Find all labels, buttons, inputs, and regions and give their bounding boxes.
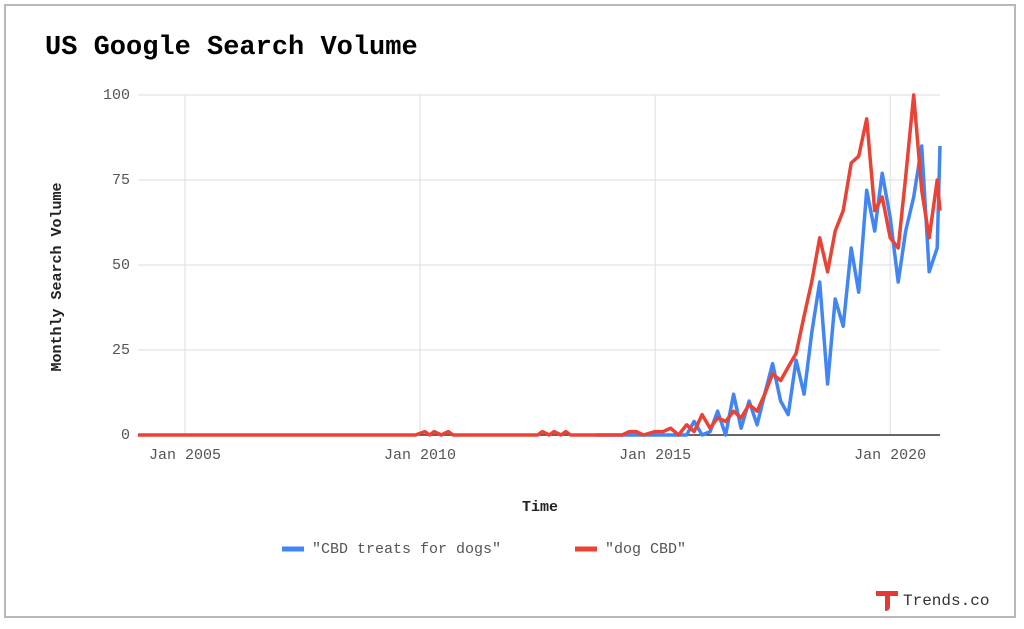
legend-label: "CBD treats for dogs" xyxy=(312,541,501,558)
x-tick-label: Jan 2015 xyxy=(619,447,691,464)
y-axis-label: Monthly Search Volume xyxy=(49,182,66,371)
chart-title: US Google Search Volume xyxy=(45,33,418,63)
y-tick-label: 25 xyxy=(112,342,130,359)
x-tick-label: Jan 2010 xyxy=(384,447,456,464)
frame xyxy=(4,4,1016,618)
x-tick-label: Jan 2005 xyxy=(149,447,221,464)
y-tick-label: 50 xyxy=(112,257,130,274)
y-tick-label: 100 xyxy=(103,87,130,104)
y-tick-label: 75 xyxy=(112,172,130,189)
watermark: Trends.co xyxy=(903,592,989,610)
watermark-logo xyxy=(876,591,898,611)
legend-label: "dog CBD" xyxy=(605,541,686,558)
series-line xyxy=(138,93,942,437)
x-tick-label: Jan 2020 xyxy=(854,447,926,464)
x-axis-label: Time xyxy=(522,499,558,516)
y-tick-label: 0 xyxy=(121,427,130,444)
